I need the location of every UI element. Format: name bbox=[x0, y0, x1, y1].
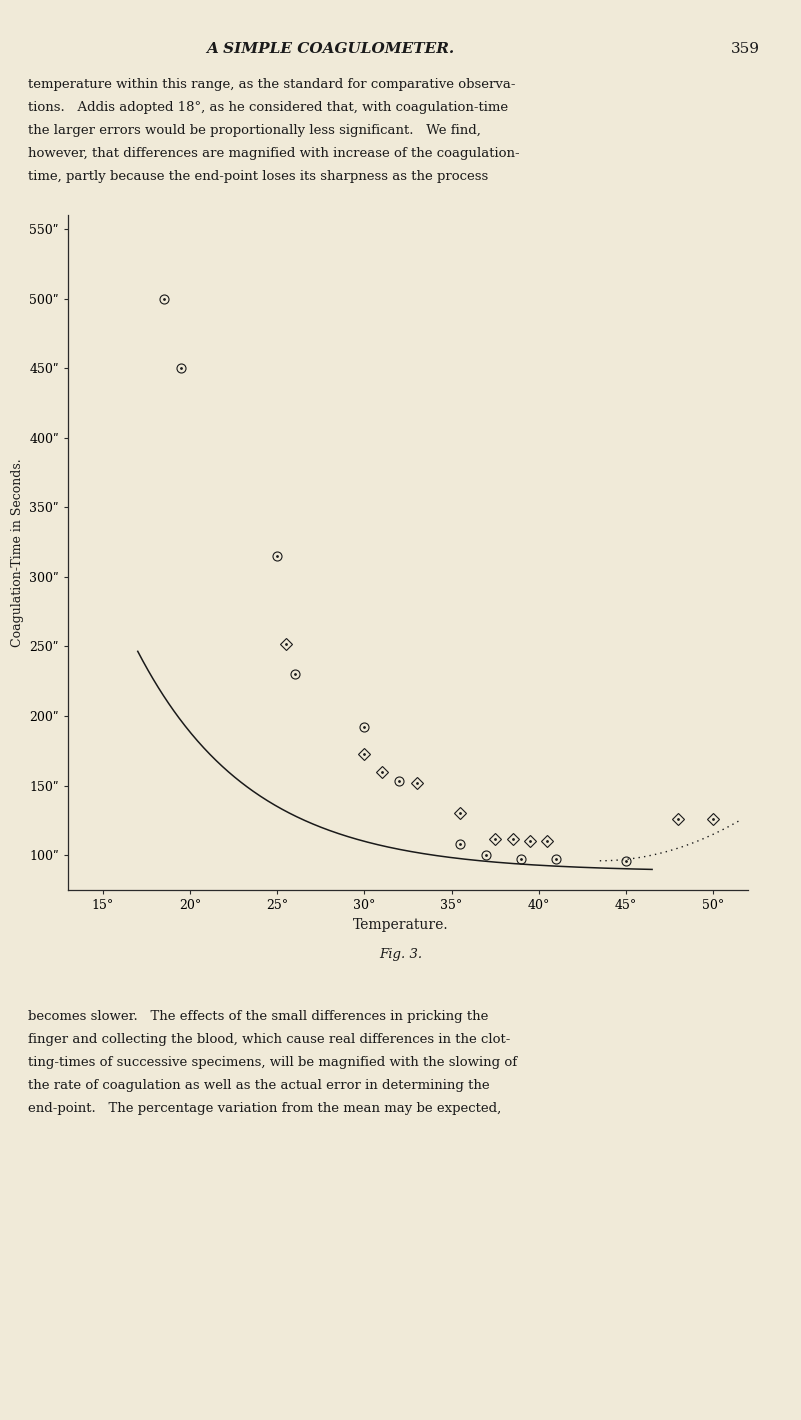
Text: temperature within this range, as the standard for comparative observa-: temperature within this range, as the st… bbox=[28, 78, 516, 91]
Y-axis label: Coagulation-Time in Seconds.: Coagulation-Time in Seconds. bbox=[10, 459, 24, 648]
Text: tions.   Addis adopted 18°, as he considered that, with coagulation-time: tions. Addis adopted 18°, as he consider… bbox=[28, 101, 508, 114]
Text: Temperature.: Temperature. bbox=[352, 917, 449, 932]
Text: 359: 359 bbox=[731, 43, 759, 55]
Text: A SIMPLE COAGULOMETER.: A SIMPLE COAGULOMETER. bbox=[206, 43, 454, 55]
Text: however, that differences are magnified with increase of the coagulation-: however, that differences are magnified … bbox=[28, 148, 520, 160]
Text: time, partly because the end-point loses its sharpness as the process: time, partly because the end-point loses… bbox=[28, 170, 489, 183]
Text: the rate of coagulation as well as the actual error in determining the: the rate of coagulation as well as the a… bbox=[28, 1079, 489, 1092]
Text: ting-times of successive specimens, will be magnified with the slowing of: ting-times of successive specimens, will… bbox=[28, 1056, 517, 1069]
Text: end-point.   The percentage variation from the mean may be expected,: end-point. The percentage variation from… bbox=[28, 1102, 501, 1115]
Text: finger and collecting the blood, which cause real differences in the clot-: finger and collecting the blood, which c… bbox=[28, 1032, 510, 1047]
Text: the larger errors would be proportionally less significant.   We find,: the larger errors would be proportionall… bbox=[28, 124, 481, 136]
Text: becomes slower.   The effects of the small differences in pricking the: becomes slower. The effects of the small… bbox=[28, 1010, 489, 1022]
Text: Fig. 3.: Fig. 3. bbox=[379, 949, 422, 961]
